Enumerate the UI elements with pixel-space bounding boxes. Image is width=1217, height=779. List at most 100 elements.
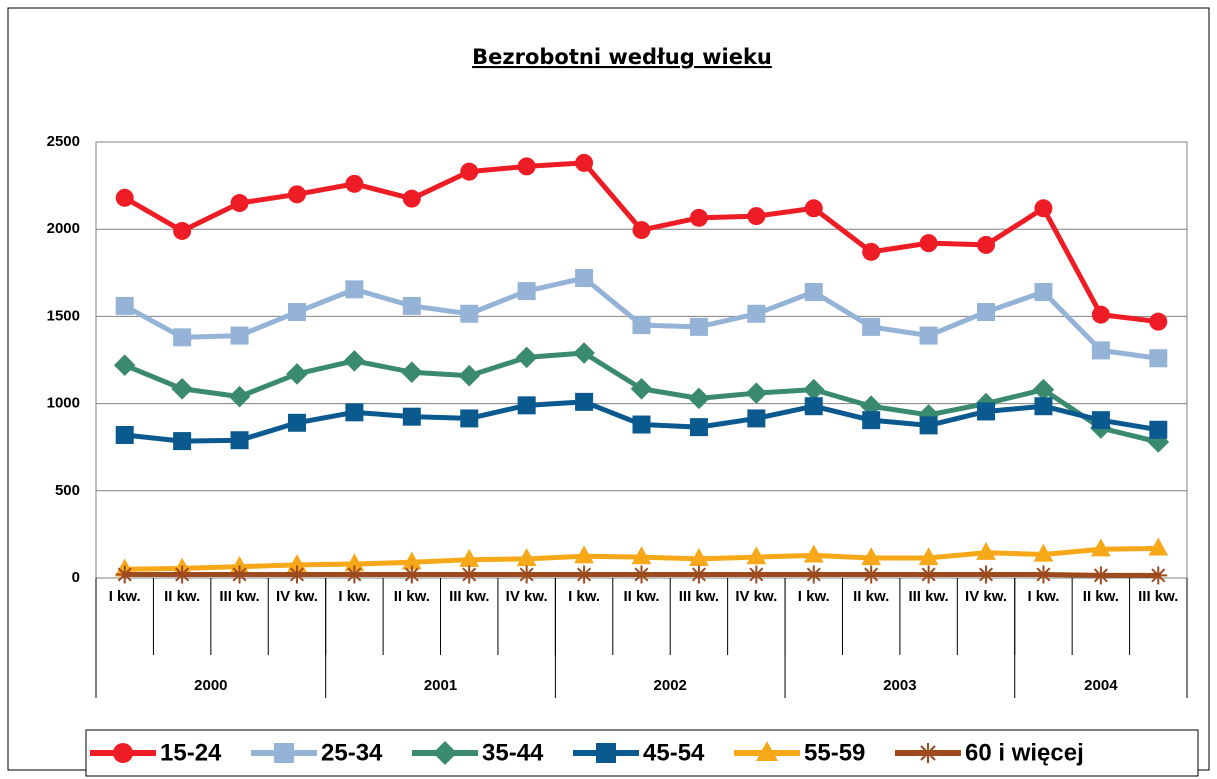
marker [345,174,364,193]
x-tick-label: II kw. [1082,588,1119,605]
chart-border [7,7,1210,771]
marker [402,407,421,426]
marker [632,316,651,335]
marker [113,743,133,763]
marker [919,234,938,253]
y-tick-label: 1000 [47,395,80,412]
marker [919,326,938,345]
marker [460,162,479,181]
marker [862,317,881,336]
marker [688,387,710,410]
marker [1090,538,1111,557]
x-tick-label: IV kw. [965,588,1007,605]
x-tick-label: IV kw. [735,588,778,605]
marker [173,328,192,347]
marker [458,364,481,387]
marker [460,565,479,584]
marker [746,546,767,565]
y-tick-label: 2500 [47,133,80,150]
marker [862,411,881,430]
x-tick-label: IV kw. [505,588,548,605]
marker [803,544,824,563]
marker [230,431,249,450]
marker [1149,566,1168,585]
marker [747,304,766,323]
marker [287,554,307,573]
marker [402,565,421,584]
legend-label: 60 i więcej [965,739,1084,766]
marker [517,565,536,584]
x-tick-label: I kw. [108,588,141,605]
y-tick-label: 1500 [47,307,80,324]
x-tick-label: I kw. [338,588,371,605]
y-tick-label: 0 [72,569,80,586]
marker [632,565,651,584]
marker [173,221,192,240]
y-tick-label: 2000 [47,220,80,237]
marker [345,280,364,299]
marker [804,397,823,416]
marker [1032,378,1055,401]
x-tick-label: III kw. [908,588,949,605]
marker [596,743,616,763]
marker [1091,305,1110,324]
marker [402,189,421,208]
x-group-label: 2004 [1084,677,1118,694]
marker [919,565,938,584]
marker [804,199,823,218]
x-tick-label: I kw. [568,588,601,605]
marker [862,565,881,584]
marker [287,303,306,322]
marker [459,548,480,567]
marker [343,350,366,372]
marker [1149,420,1168,439]
x-tick-label: III kw. [1138,588,1179,605]
marker [460,409,479,428]
marker [286,363,308,385]
marker [517,282,536,301]
x-tick-label: III kw. [449,588,490,605]
marker [230,326,249,345]
marker [689,565,708,584]
marker [401,361,423,384]
marker [113,354,136,377]
legend-label: 55-59 [804,739,865,766]
marker [575,392,594,411]
x-tick-label: II kw. [853,588,890,605]
x-tick-label: II kw. [164,588,201,605]
x-tick-label: III kw. [678,588,720,605]
marker [402,296,421,315]
marker [173,565,192,584]
marker [632,415,651,434]
x-group-label: 2003 [883,677,916,694]
marker [517,157,536,176]
marker [228,385,251,408]
marker [804,282,823,301]
marker [1034,282,1053,301]
marker [115,188,134,207]
marker [747,207,766,226]
x-tick-label: II kw. [393,588,430,605]
legend-label: 45-54 [643,739,705,766]
legend-label: 25-34 [321,739,383,766]
marker [862,242,881,261]
marker [574,545,594,564]
marker [1091,341,1110,360]
marker [745,382,768,404]
marker [274,743,294,763]
marker [171,377,193,400]
marker [918,547,939,566]
marker [756,741,778,761]
marker [1033,543,1054,562]
marker [517,396,536,415]
marker [919,416,938,435]
marker [689,317,708,336]
marker [173,432,192,451]
marker [804,565,823,584]
marker [516,548,537,567]
marker [747,409,766,428]
marker [977,565,996,584]
legend-label: 15-24 [160,739,222,766]
